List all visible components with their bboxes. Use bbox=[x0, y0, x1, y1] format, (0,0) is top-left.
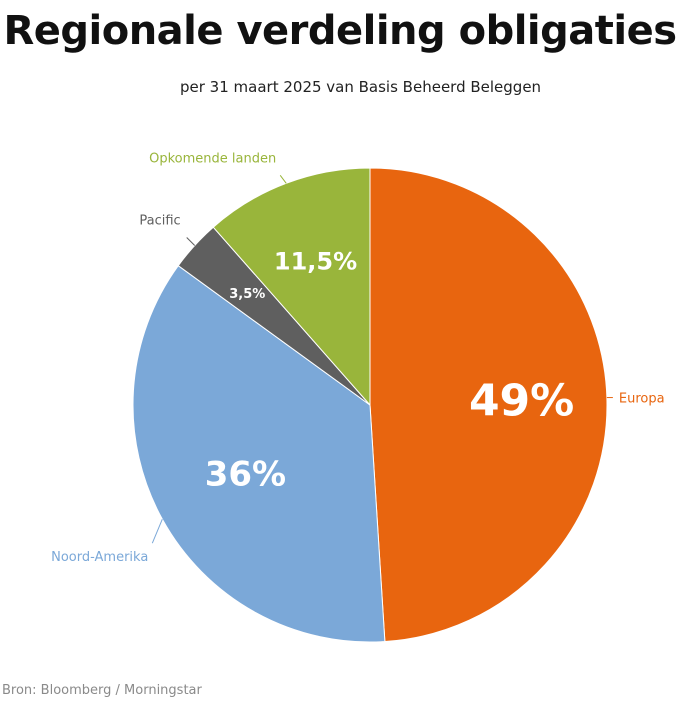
slice-value-label-opkomende-landen: 11,5% bbox=[274, 247, 357, 275]
pie-slice-noord-amerika bbox=[132, 264, 386, 643]
leader-line-pacific bbox=[186, 237, 196, 246]
slice-category-label-opkomende-landen: Opkomende landen bbox=[149, 151, 276, 166]
slice-category-label-pacific: Pacific bbox=[139, 213, 180, 228]
pie-slice-europa bbox=[369, 167, 608, 643]
slice-value-label-pacific: 3,5% bbox=[229, 287, 265, 302]
chart-title: Regionale verdeling obligaties bbox=[3, 8, 677, 54]
source-note: Bron: Bloomberg / Morningstar bbox=[2, 683, 202, 698]
slice-category-label-europa: Europa bbox=[619, 392, 665, 407]
leader-line-opkomende-landen bbox=[279, 174, 287, 184]
leader-line-noord-amerika bbox=[151, 518, 163, 544]
slice-value-label-europa: 49% bbox=[469, 376, 574, 427]
slice-category-label-noord-amerika: Noord-Amerika bbox=[51, 550, 148, 565]
pie-slice-opkomende-landen bbox=[212, 167, 371, 407]
chart-subtitle: per 31 maart 2025 van Basis Beheerd Bele… bbox=[180, 78, 542, 96]
slice-value-label-noord-amerika: 36% bbox=[205, 454, 286, 494]
